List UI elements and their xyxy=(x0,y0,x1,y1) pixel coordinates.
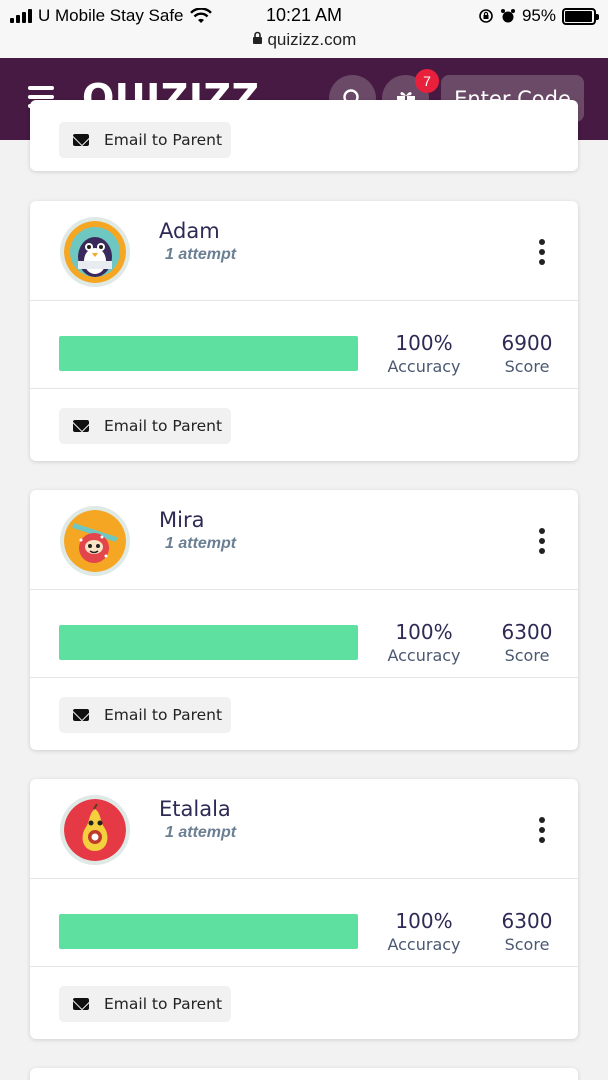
score-label: Score xyxy=(504,646,550,665)
player-card-header: Etalala 1 attempt xyxy=(30,779,578,879)
accuracy-label: Accuracy xyxy=(387,357,461,376)
accuracy-label: Accuracy xyxy=(387,935,461,954)
player-avatar xyxy=(60,506,130,576)
envelope-icon xyxy=(73,998,89,1010)
player-card-header: Mira 1 attempt xyxy=(30,490,578,590)
score-label: Score xyxy=(504,935,550,954)
battery-icon xyxy=(562,7,599,25)
accuracy-stat: 100% Accuracy xyxy=(384,909,464,954)
email-button-label: Email to Parent xyxy=(104,706,223,724)
envelope-icon xyxy=(73,709,89,721)
player-card-partial xyxy=(30,1068,578,1080)
progress-fill xyxy=(59,336,358,371)
player-avatar xyxy=(60,795,130,865)
player-card: Mira 1 attempt 100% Accuracy 6300 Score … xyxy=(30,490,578,750)
pear-avatar-icon xyxy=(64,799,126,861)
player-card-footer: Email to Parent xyxy=(30,389,578,461)
more-options-icon[interactable] xyxy=(537,239,547,265)
email-to-parent-button[interactable]: Email to Parent xyxy=(59,986,231,1022)
url-bar[interactable]: quizizz.com xyxy=(0,30,608,50)
progress-bar xyxy=(59,625,358,660)
url-text: quizizz.com xyxy=(267,30,357,49)
status-left: U Mobile Stay Safe xyxy=(10,6,212,26)
score-value: 6300 xyxy=(501,620,553,644)
accuracy-value: 100% xyxy=(395,331,453,355)
more-options-icon[interactable] xyxy=(537,817,547,843)
accuracy-stat: 100% Accuracy xyxy=(384,331,464,376)
player-card-footer: Email to Parent xyxy=(30,678,578,750)
player-stats: 100% Accuracy 6300 Score xyxy=(30,879,578,967)
carrier-label: U Mobile Stay Safe xyxy=(38,6,184,25)
email-button-label: Email to Parent xyxy=(104,995,223,1013)
score-label: Score xyxy=(504,357,550,376)
status-right: 95% xyxy=(478,6,599,26)
progress-fill xyxy=(59,625,358,660)
player-card-header: Adam 1 attempt xyxy=(30,201,578,301)
player-name: Adam xyxy=(159,219,220,243)
accuracy-label: Accuracy xyxy=(387,646,461,665)
progress-bar xyxy=(59,914,358,949)
email-to-parent-button[interactable]: Email to Parent xyxy=(59,122,231,158)
player-name: Mira xyxy=(159,508,205,532)
email-to-parent-button[interactable]: Email to Parent xyxy=(59,408,231,444)
more-options-icon[interactable] xyxy=(537,528,547,554)
player-stats: 100% Accuracy 6300 Score xyxy=(30,590,578,678)
accuracy-value: 100% xyxy=(395,620,453,644)
rotation-lock-icon xyxy=(479,9,493,23)
lock-icon xyxy=(252,30,268,49)
attempt-count: 1 attempt xyxy=(165,535,237,552)
notification-badge: 7 xyxy=(415,69,439,93)
status-bar: U Mobile Stay Safe 10:21 AM quizizz.com … xyxy=(0,0,608,58)
email-button-label: Email to Parent xyxy=(104,417,223,435)
email-button-label: Email to Parent xyxy=(104,131,223,149)
player-card: Etalala 1 attempt 100% Accuracy 6300 Sco… xyxy=(30,779,578,1039)
attempt-count: 1 attempt xyxy=(165,246,237,263)
progress-fill xyxy=(59,914,358,949)
score-value: 6900 xyxy=(501,331,553,355)
score-stat: 6300 Score xyxy=(492,620,562,665)
email-to-parent-button[interactable]: Email to Parent xyxy=(59,697,231,733)
penguin-avatar-icon xyxy=(64,221,126,283)
score-stat: 6900 Score xyxy=(492,331,562,376)
alarm-icon xyxy=(500,9,515,23)
wifi-icon xyxy=(189,8,212,23)
battery-percent: 95% xyxy=(521,6,556,25)
score-value: 6300 xyxy=(501,909,553,933)
player-stats: 100% Accuracy 6900 Score xyxy=(30,301,578,389)
sloth-avatar-icon xyxy=(64,510,126,572)
player-card: Adam 1 attempt 100% Accuracy 6900 Score … xyxy=(30,201,578,461)
score-stat: 6300 Score xyxy=(492,909,562,954)
attempt-count: 1 attempt xyxy=(165,824,237,841)
envelope-icon xyxy=(73,134,89,146)
status-time: 10:21 AM xyxy=(265,5,343,25)
signal-icon xyxy=(10,9,32,23)
player-name: Etalala xyxy=(159,797,231,821)
accuracy-stat: 100% Accuracy xyxy=(384,620,464,665)
envelope-icon xyxy=(73,420,89,432)
player-avatar xyxy=(60,217,130,287)
player-card-footer: Email to Parent xyxy=(30,967,578,1039)
progress-bar xyxy=(59,336,358,371)
accuracy-value: 100% xyxy=(395,909,453,933)
player-card-partial: Email to Parent xyxy=(30,100,578,171)
